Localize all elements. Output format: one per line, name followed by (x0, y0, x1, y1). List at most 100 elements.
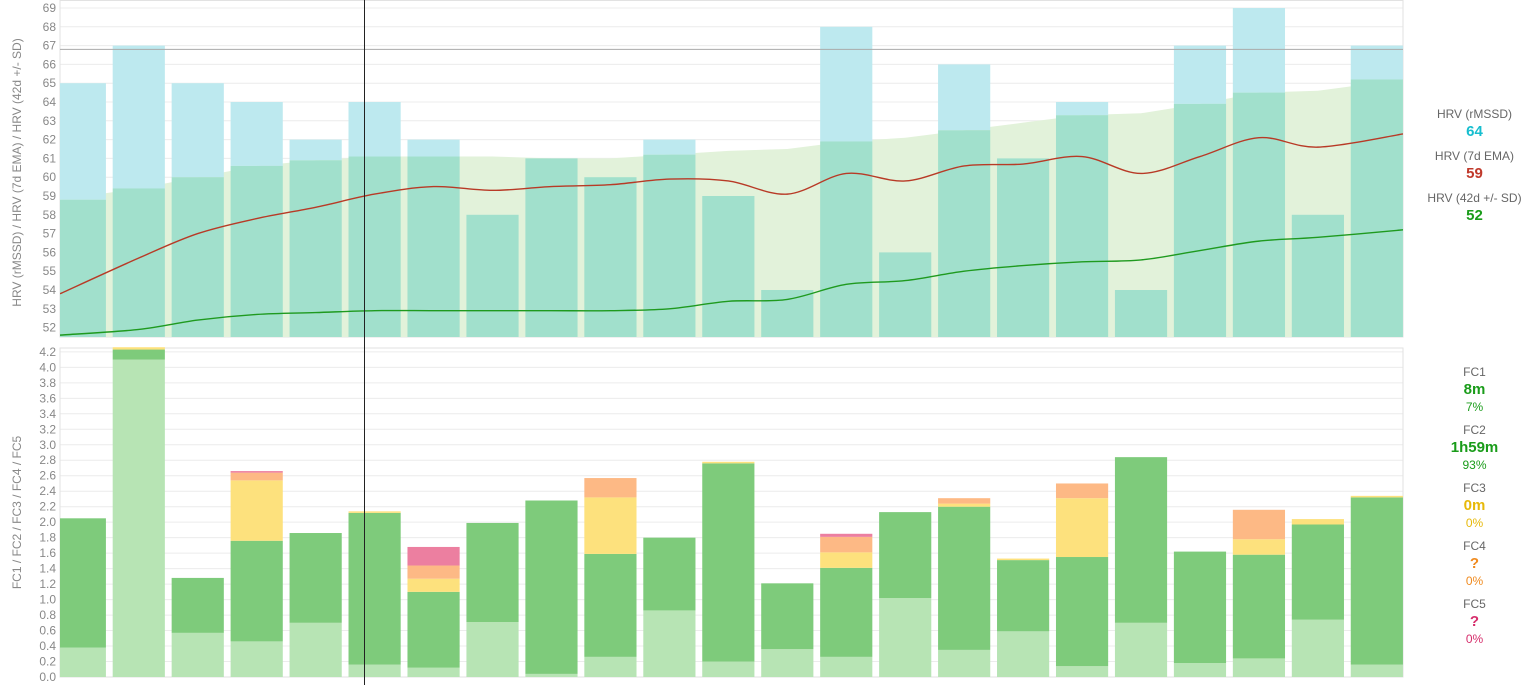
hrv-bar (230, 165, 283, 337)
hrv-y-axis-label: HRV (rMSSD) / HRV (7d EMA) / HRV (42d +/… (10, 38, 24, 306)
fc-bar-segment-fc3 (112, 347, 165, 350)
hrv-bar-upper (1173, 45, 1227, 104)
fc-bar-segment-fc2 (171, 577, 224, 633)
fc-bar-segment-fc2 (525, 500, 578, 674)
fc-bar-segment-fc2 (1291, 524, 1344, 620)
fc-bar-segment-fc1 (348, 664, 401, 677)
fc-bar-segment-fc3 (584, 497, 637, 554)
fc-bar-segment-fc3 (702, 461, 755, 464)
hrv-bar (997, 158, 1050, 337)
fc-bar-segment-fc1 (289, 622, 342, 677)
fc-y-tick-label: 2.8 (39, 453, 56, 467)
legend-hrv-rmssd-name: HRV (rMSSD) (1436, 107, 1513, 121)
fc-bar-segment-fc1 (525, 673, 578, 677)
hrv-bar-upper (348, 102, 401, 157)
hrv-bar (938, 130, 991, 337)
legend-fc4-pct: 0% (1465, 574, 1484, 588)
fc-bar-segment-fc1 (1114, 622, 1168, 677)
legend-hrv-rmssd-value: 64 (1466, 123, 1483, 140)
legend-fc2-name: FC2 (1463, 423, 1486, 437)
fc-bar-segment-fc1 (879, 598, 932, 677)
fc-bar-segment-fc3 (1232, 539, 1286, 555)
fc-bar-segment-fc1 (1350, 664, 1403, 677)
hrv-y-tick-label: 57 (43, 227, 57, 241)
hrv-y-tick-label: 65 (43, 76, 57, 90)
legend-hrv-ema-value: 59 (1466, 165, 1483, 182)
hrv-bar (820, 141, 873, 337)
fc-y-tick-label: 4.0 (39, 360, 56, 374)
fc-bar-segment-fc1 (1232, 658, 1286, 677)
hrv-y-tick-label: 64 (43, 95, 57, 109)
chart-canvas: 52 53 54 55 56 57 58 59 60 61 62 63 64 65 66 67 68 69 HRV … (10, 0, 1404, 685)
fc-bar-segment-fc3 (348, 511, 401, 513)
hrv-bar (1291, 214, 1344, 337)
hrv-bar (584, 177, 637, 337)
hrv-bar (879, 252, 932, 337)
fc-y-tick-label: 2.0 (39, 515, 56, 529)
fc-bar-segment-fc4 (230, 472, 283, 481)
fc-bar-segment-fc4 (820, 536, 873, 553)
legend-fc1-value: 8m (1463, 381, 1486, 398)
legend-fc4-value: ? (1469, 555, 1480, 572)
fc-bar-segment-fc1 (171, 632, 224, 677)
fc-bar-segment-fc2 (112, 349, 165, 360)
fc-bar-segment-fc4 (407, 565, 460, 579)
fc-bar-segment-fc2 (1114, 457, 1168, 623)
legend-hrv-ema-name: HRV (7d EMA) (1434, 149, 1515, 163)
fc-bar-segment-fc1 (60, 647, 106, 677)
hrv-bar (1173, 103, 1227, 337)
hrv-bar (348, 156, 401, 337)
fc-bar-segment-fc2 (997, 560, 1050, 632)
fc-bar-segment-fc3 (407, 578, 460, 592)
fc-bar-segment-fc4 (1055, 483, 1109, 499)
fc-y-tick-label: 3.0 (39, 438, 56, 452)
hrv-bar (1350, 79, 1403, 337)
fc-bar-segment-fc3 (1291, 519, 1344, 525)
legend-fc2-value: 1h59m (1450, 439, 1499, 456)
fc-y-tick-label: 0.2 (39, 655, 56, 669)
fc-y-tick-label: 4.2 (39, 345, 56, 359)
fc-bar-segment-fc1 (584, 656, 637, 677)
fc-bar-segment-fc1 (643, 610, 696, 677)
hrv-bar (60, 199, 106, 337)
hrv-chart-panel: 52 53 54 55 56 57 58 59 60 61 62 63 64 65 66 67 68 69 HRV … (10, 0, 1404, 338)
fc-bar-segment-fc1 (112, 359, 165, 677)
hrv-bar-upper (112, 45, 165, 189)
legend-fc5-value: ? (1469, 613, 1480, 630)
legend-hrv-sd-value: 52 (1466, 207, 1483, 224)
hrv-y-tick-label: 53 (43, 302, 57, 316)
fc-bar-segment-fc1 (938, 649, 991, 677)
fc-y-tick-label: 0.0 (39, 670, 56, 684)
hrv-bar-upper (1350, 45, 1403, 80)
fc-bar-segment-fc2 (879, 512, 932, 599)
legend-fc: FC1 8m 7% FC2 1h59m 93% FC3 0m 0% FC4 ? … (1415, 364, 1534, 646)
fc-bar-segment-fc4 (584, 478, 637, 498)
fc-bar-segment-fc1 (1055, 666, 1109, 677)
fc-bar-segment-fc1 (820, 656, 873, 677)
hrv-bar-upper (230, 102, 283, 166)
hrv-bar (171, 177, 224, 337)
fc-y-tick-label: 3.6 (39, 391, 56, 405)
fc-bar-segment-fc2 (584, 553, 637, 657)
hrv-y-tick-label: 63 (43, 114, 57, 128)
hrv-y-tick-label: 69 (43, 1, 57, 15)
legend-hrv: HRV (rMSSD) 64 HRV (7d EMA) 59 HRV (42d … (1415, 106, 1534, 226)
hrv-bar-upper (938, 64, 991, 131)
fc-bar-segment-fc1 (1173, 663, 1227, 677)
legend-fc3-name: FC3 (1463, 481, 1486, 495)
fc-bar-segment-fc2 (643, 537, 696, 611)
fc-y-tick-label: 1.6 (39, 546, 56, 560)
legend-fc1-name: FC1 (1463, 365, 1486, 379)
legend-fc2-pct: 93% (1462, 458, 1487, 472)
legend-fc1-pct: 7% (1465, 400, 1484, 414)
hrv-bar (466, 214, 519, 337)
hrv-bar (112, 188, 165, 337)
fc-bar-segment-fc2 (348, 512, 401, 665)
fc-chart-panel: 0.00.20.40.60.81.01.21.41.61.82.02.22.42… (10, 345, 1404, 684)
fc-bar-segment-fc3 (230, 480, 283, 541)
hrv-y-tick-label: 54 (43, 283, 57, 297)
fc-bar-segment-fc1 (761, 649, 814, 677)
fc-bar-segment-fc2 (820, 567, 873, 657)
hrv-y-tick-label: 66 (43, 57, 57, 71)
fc-bar-segment-fc1 (997, 631, 1050, 677)
